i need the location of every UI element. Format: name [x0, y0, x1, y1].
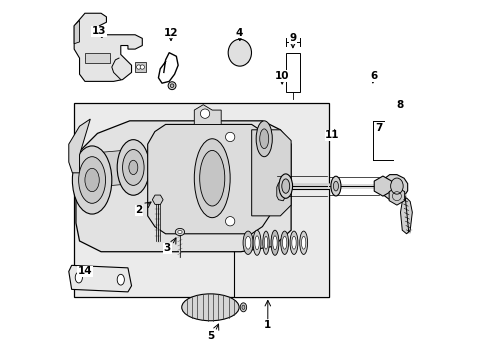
- Polygon shape: [285, 53, 300, 92]
- Ellipse shape: [175, 228, 184, 235]
- Text: 1: 1: [264, 320, 271, 330]
- Ellipse shape: [256, 121, 272, 157]
- Text: 11: 11: [325, 130, 339, 140]
- Text: 2: 2: [135, 206, 142, 216]
- Polygon shape: [74, 103, 328, 297]
- Polygon shape: [276, 183, 285, 201]
- Polygon shape: [69, 265, 131, 292]
- Text: 13: 13: [92, 26, 106, 36]
- Ellipse shape: [194, 139, 230, 218]
- Text: 9: 9: [289, 33, 296, 43]
- Text: 3: 3: [163, 243, 171, 253]
- Circle shape: [200, 109, 209, 118]
- Ellipse shape: [262, 231, 269, 255]
- Ellipse shape: [79, 157, 105, 203]
- Ellipse shape: [243, 231, 253, 255]
- Text: 7: 7: [374, 123, 382, 133]
- Polygon shape: [74, 13, 142, 81]
- Circle shape: [225, 217, 234, 226]
- Ellipse shape: [122, 149, 144, 185]
- Ellipse shape: [117, 140, 149, 195]
- Ellipse shape: [301, 237, 305, 249]
- Ellipse shape: [240, 303, 246, 312]
- Ellipse shape: [253, 230, 261, 255]
- Ellipse shape: [117, 274, 124, 285]
- Ellipse shape: [281, 179, 289, 193]
- Ellipse shape: [85, 168, 99, 192]
- Ellipse shape: [170, 84, 174, 87]
- Ellipse shape: [333, 181, 338, 191]
- Polygon shape: [135, 62, 145, 72]
- Ellipse shape: [199, 150, 224, 206]
- Polygon shape: [74, 21, 80, 44]
- Ellipse shape: [245, 237, 250, 249]
- Circle shape: [136, 65, 141, 69]
- Polygon shape: [69, 119, 90, 173]
- Ellipse shape: [272, 236, 277, 250]
- Ellipse shape: [228, 39, 251, 66]
- Polygon shape: [85, 53, 110, 63]
- Polygon shape: [152, 195, 163, 204]
- Polygon shape: [251, 130, 290, 216]
- Ellipse shape: [330, 176, 340, 196]
- Ellipse shape: [182, 294, 239, 321]
- Polygon shape: [194, 105, 221, 125]
- Polygon shape: [257, 123, 271, 137]
- Polygon shape: [92, 149, 133, 187]
- Text: 5: 5: [206, 331, 214, 341]
- Ellipse shape: [289, 231, 297, 255]
- Text: 8: 8: [396, 100, 403, 110]
- Circle shape: [140, 65, 144, 69]
- Ellipse shape: [254, 236, 259, 250]
- Ellipse shape: [242, 305, 244, 310]
- Polygon shape: [147, 125, 269, 234]
- Ellipse shape: [259, 129, 268, 149]
- Text: 4: 4: [235, 28, 243, 38]
- Ellipse shape: [280, 231, 288, 255]
- Ellipse shape: [168, 82, 176, 90]
- Text: 10: 10: [274, 71, 289, 81]
- Ellipse shape: [72, 146, 112, 214]
- Text: 12: 12: [163, 28, 178, 38]
- Polygon shape: [388, 187, 404, 205]
- Polygon shape: [233, 189, 328, 297]
- Ellipse shape: [282, 237, 286, 249]
- Polygon shape: [373, 176, 391, 196]
- Ellipse shape: [390, 178, 403, 194]
- Polygon shape: [400, 198, 411, 234]
- Ellipse shape: [291, 237, 296, 249]
- Ellipse shape: [299, 231, 307, 255]
- Ellipse shape: [75, 272, 82, 283]
- Circle shape: [225, 132, 234, 141]
- Polygon shape: [76, 121, 290, 252]
- Ellipse shape: [270, 230, 278, 255]
- Ellipse shape: [264, 237, 267, 249]
- Text: 14: 14: [78, 266, 92, 276]
- Ellipse shape: [278, 174, 292, 198]
- Text: 6: 6: [369, 71, 376, 81]
- Ellipse shape: [128, 160, 138, 175]
- Polygon shape: [382, 175, 407, 200]
- Ellipse shape: [178, 230, 182, 234]
